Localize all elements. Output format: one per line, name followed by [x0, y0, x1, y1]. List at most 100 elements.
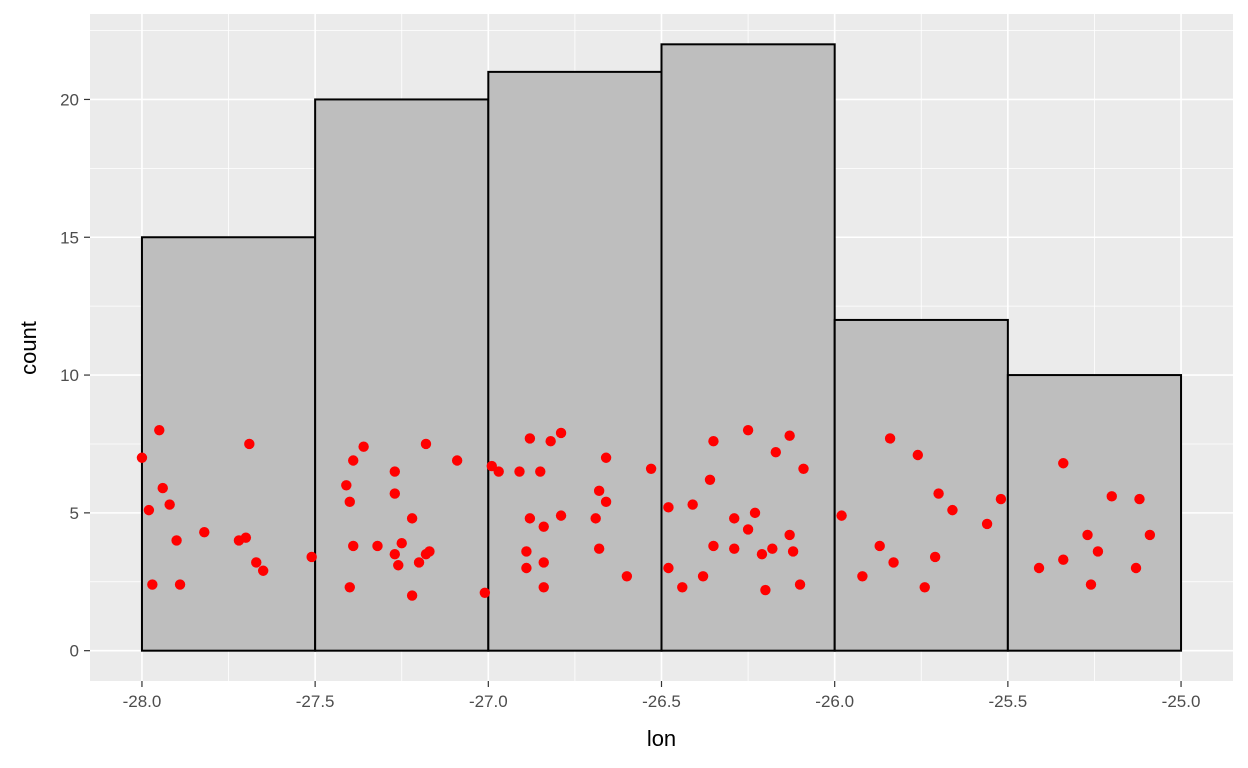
y-tick-label: 20: [60, 90, 79, 109]
data-point: [240, 532, 252, 543]
data-point: [389, 466, 400, 477]
data-point: [341, 480, 352, 491]
data-point: [344, 582, 355, 593]
data-point: [424, 546, 435, 557]
data-point: [1134, 493, 1145, 505]
data-point: [486, 460, 497, 472]
data-point: [593, 485, 605, 497]
data-point: [697, 571, 709, 582]
histogram-bar: [140, 236, 317, 652]
data-point: [555, 510, 567, 521]
data-point: [729, 513, 740, 524]
data-point: [600, 452, 612, 463]
data-point: [784, 430, 795, 441]
data-point: [348, 540, 359, 552]
x-tick-label: -26.0: [815, 692, 854, 711]
data-point: [663, 502, 674, 513]
data-point: [787, 546, 799, 557]
data-point: [1106, 491, 1117, 502]
data-point: [1082, 529, 1093, 541]
histogram-bar: [1006, 374, 1183, 652]
data-point: [406, 513, 418, 524]
data-point: [742, 424, 754, 436]
y-tick-label: 15: [60, 228, 79, 247]
data-point: [704, 474, 716, 485]
x-tick-label: -26.5: [642, 692, 681, 711]
data-point: [933, 488, 944, 499]
data-point: [756, 549, 768, 560]
data-point: [143, 504, 155, 516]
data-point: [199, 526, 210, 538]
x-axis: -28.0 -27.5 -27.0 -26.5 -26.0 -25.5 -25.0: [123, 681, 1201, 711]
data-point: [742, 524, 754, 535]
data-point: [836, 510, 847, 521]
data-point: [621, 571, 633, 582]
data-point: [396, 537, 407, 549]
data-point: [479, 587, 491, 599]
x-tick-label: -25.5: [988, 692, 1027, 711]
data-point: [406, 590, 418, 601]
data-point: [645, 463, 657, 474]
data-point: [677, 582, 688, 593]
data-point: [770, 447, 781, 458]
data-point: [919, 582, 930, 593]
data-point: [538, 521, 549, 532]
histogram-bar: [487, 70, 663, 652]
data-point: [154, 424, 165, 436]
data-point: [257, 565, 269, 576]
data-point: [136, 452, 148, 463]
data-point: [784, 529, 795, 541]
data-point: [545, 436, 556, 447]
data-point: [521, 546, 532, 557]
data-point: [493, 466, 504, 477]
y-axis-title: count: [16, 321, 41, 375]
data-point: [244, 438, 255, 450]
histogram-bar: [314, 98, 490, 652]
data-point: [1085, 579, 1097, 590]
data-point: [593, 543, 605, 554]
data-point: [995, 493, 1007, 505]
data-point: [358, 441, 369, 452]
jitter-points: [136, 424, 1156, 601]
data-point: [708, 540, 719, 552]
data-point: [1033, 562, 1045, 574]
data-point: [981, 518, 993, 530]
data-point: [912, 449, 924, 461]
data-point: [1130, 562, 1142, 574]
y-tick-label: 10: [60, 366, 79, 385]
data-point: [538, 582, 549, 593]
data-point: [171, 535, 182, 546]
x-axis-title: lon: [647, 726, 676, 751]
data-point: [1058, 554, 1069, 565]
data-point: [389, 549, 400, 560]
x-tick-label: -27.5: [296, 692, 335, 711]
data-point: [729, 543, 740, 554]
data-point: [521, 562, 532, 574]
data-point: [535, 466, 546, 477]
data-point: [538, 557, 549, 568]
data-point: [687, 499, 698, 510]
data-point: [306, 551, 317, 563]
data-point: [874, 540, 885, 552]
data-point: [1092, 546, 1104, 557]
data-point: [708, 436, 719, 447]
data-point: [767, 543, 778, 554]
data-point: [888, 557, 899, 568]
x-tick-label: -28.0: [123, 692, 162, 711]
data-point: [451, 455, 463, 466]
data-point: [174, 579, 186, 590]
data-point: [857, 571, 868, 582]
data-point: [420, 438, 432, 450]
data-point: [164, 499, 175, 510]
data-point: [884, 433, 896, 444]
data-point: [794, 579, 806, 590]
y-tick-label: 5: [70, 504, 79, 523]
data-point: [157, 482, 168, 494]
data-point: [760, 584, 771, 596]
data-point: [663, 562, 674, 574]
data-point: [600, 496, 612, 508]
x-tick-label: -25.0: [1162, 692, 1201, 711]
x-tick-label: -27.0: [469, 692, 508, 711]
data-point: [798, 463, 809, 474]
